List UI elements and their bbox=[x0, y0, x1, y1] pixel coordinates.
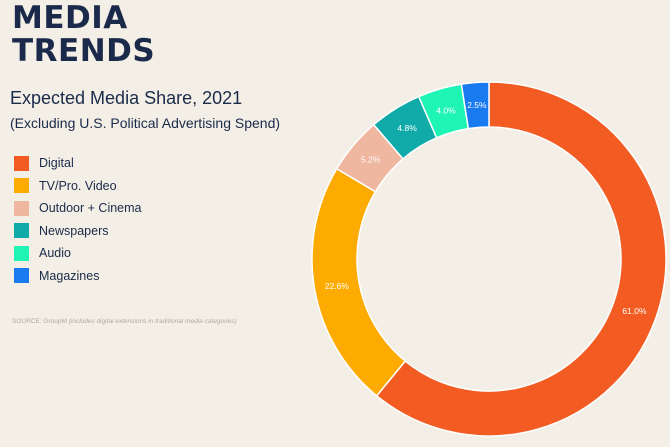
brand-logo: MEDIA TRENDS bbox=[12, 2, 155, 68]
legend-swatch bbox=[14, 268, 29, 284]
legend-label: TV/Pro. Video bbox=[39, 178, 117, 193]
legend-item-newspapers: Newspapers bbox=[14, 220, 141, 243]
slice-value-label: 4.0% bbox=[436, 106, 456, 116]
slice-value-label: 61.0% bbox=[622, 306, 647, 316]
legend-label: Digital bbox=[39, 156, 74, 171]
legend-swatch bbox=[14, 155, 29, 171]
donut-slice-magazines bbox=[460, 81, 490, 130]
legend-swatch bbox=[14, 223, 29, 239]
legend-swatch bbox=[14, 245, 29, 261]
legend-item-audio: Audio bbox=[14, 242, 141, 265]
legend-label: Newspapers bbox=[39, 223, 109, 238]
legend-item-outdoor: Outdoor + Cinema bbox=[14, 197, 141, 220]
brand-line-2: TRENDS bbox=[12, 33, 156, 69]
slice-value-label: 22.6% bbox=[325, 281, 350, 291]
legend-item-digital: Digital bbox=[14, 152, 141, 175]
legend-swatch bbox=[14, 178, 29, 194]
slice-value-label: 2.5% bbox=[467, 100, 487, 110]
donut-slice-digital bbox=[375, 81, 667, 437]
slice-value-label: 4.8% bbox=[397, 123, 417, 133]
legend-label: Audio bbox=[39, 246, 71, 261]
brand-line-1: MEDIA bbox=[12, 0, 128, 36]
legend-swatch bbox=[14, 200, 29, 216]
source-note-detail: (includes digital extensions in traditio… bbox=[68, 318, 237, 325]
source-note: SOURCE: GroupM (includes digital extensi… bbox=[12, 318, 237, 325]
legend-label: Outdoor + Cinema bbox=[39, 201, 142, 216]
chart-subtitle: (Excluding U.S. Political Advertising Sp… bbox=[10, 115, 281, 131]
legend-item-tv: TV/Pro. Video bbox=[14, 175, 141, 198]
slice-value-label: 5.2% bbox=[361, 155, 381, 165]
legend-item-magazines: Magazines bbox=[14, 265, 141, 288]
chart-legend: Digital TV/Pro. Video Outdoor + Cinema N… bbox=[14, 152, 141, 287]
chart-title: Expected Media Share, 2021 bbox=[10, 88, 243, 108]
source-prefix: SOURCE: GroupM bbox=[12, 318, 67, 325]
legend-label: Magazines bbox=[39, 268, 100, 283]
